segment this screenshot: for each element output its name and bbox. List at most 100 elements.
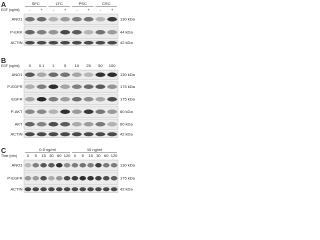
lane-label: - <box>53 7 55 12</box>
band <box>107 132 118 137</box>
lane-label: 0 <box>74 153 77 158</box>
band <box>71 132 82 137</box>
row-label: ACTIN <box>11 40 23 45</box>
marker-label: 42 kDa <box>120 40 133 45</box>
band <box>36 132 47 137</box>
row-label: ACTIN <box>11 186 23 191</box>
marker-label: 175 kDa <box>120 96 136 101</box>
band <box>36 72 47 77</box>
band <box>110 176 118 181</box>
band <box>24 17 35 22</box>
lane-label: + <box>111 7 114 12</box>
marker-label: 60 kDa <box>120 109 133 114</box>
band <box>71 41 82 45</box>
blot <box>23 159 119 171</box>
row-label: P-AKT <box>11 109 23 114</box>
marker-label: 130 kDa <box>120 72 136 77</box>
band <box>48 41 59 45</box>
blot <box>23 39 119 46</box>
band <box>71 176 79 181</box>
lane-label: 50 <box>98 63 103 68</box>
lane-label: + <box>87 7 90 12</box>
band <box>40 176 47 181</box>
band <box>107 30 118 35</box>
band <box>83 41 94 45</box>
band <box>79 176 87 181</box>
lane-label: + <box>40 7 43 12</box>
group-label: SFC <box>32 1 40 6</box>
group-label: LTC <box>56 1 63 6</box>
band <box>79 163 87 168</box>
band <box>60 132 71 137</box>
band <box>48 84 59 89</box>
band <box>95 41 106 45</box>
band <box>83 17 94 22</box>
row-label: ANO1 <box>12 16 24 21</box>
band <box>24 41 35 45</box>
row-label: P-EGFR <box>7 175 22 180</box>
blot <box>23 105 119 118</box>
band <box>71 84 82 89</box>
lane-label: 30 <box>96 153 101 158</box>
blot <box>23 130 119 138</box>
blot <box>23 80 119 93</box>
band <box>48 109 59 114</box>
band <box>110 187 118 192</box>
band <box>24 122 35 127</box>
lane-label: 15 <box>88 153 93 158</box>
band <box>107 41 118 45</box>
band <box>83 109 94 114</box>
lane-title: EGF (ng/ml) <box>1 8 19 12</box>
band <box>95 97 106 102</box>
band <box>107 72 118 77</box>
lane-label: 60 <box>104 153 109 158</box>
marker-label: 130 kDa <box>120 16 136 21</box>
lane-label: 15 <box>41 153 46 158</box>
band <box>24 109 35 114</box>
lane-label: 0 <box>27 153 30 158</box>
blot <box>23 171 119 185</box>
band <box>95 17 106 22</box>
lane-label: 5 <box>82 153 85 158</box>
band <box>63 187 71 192</box>
band <box>55 176 63 181</box>
band <box>71 72 82 77</box>
marker-label: 130 kDa <box>120 162 136 167</box>
band <box>63 163 71 168</box>
band <box>48 30 59 35</box>
band <box>60 122 71 127</box>
band <box>71 122 82 127</box>
band <box>79 187 87 192</box>
row-label: AKT <box>15 121 23 126</box>
band <box>95 132 106 137</box>
row-label: EGFR <box>11 96 22 101</box>
band <box>107 122 118 127</box>
lane-label: - <box>100 7 102 12</box>
group-label: 10 ng/ml <box>87 147 102 152</box>
lane-label: + <box>64 7 67 12</box>
band <box>83 84 94 89</box>
band <box>36 84 47 89</box>
marker-label: 44 kDa <box>120 29 133 34</box>
band <box>95 30 106 35</box>
band <box>24 187 32 192</box>
blot <box>23 93 119 105</box>
band <box>95 72 106 77</box>
group-label: CSC <box>102 1 111 6</box>
band <box>87 176 94 181</box>
band <box>83 30 94 35</box>
blot <box>23 69 119 80</box>
row-label: P-EGFR <box>7 84 22 89</box>
band <box>36 41 47 45</box>
band <box>48 132 59 137</box>
row-label: ANO1 <box>12 162 24 167</box>
figure: A SFC LTC PSC CSC EGF (ng/ml) - + - + - + - + ANO1 130 … <box>1 1 136 193</box>
lane-label: 25 <box>86 63 91 68</box>
band <box>60 17 71 22</box>
band <box>48 122 59 127</box>
band <box>102 187 110 192</box>
band <box>95 163 102 168</box>
blot <box>23 25 119 39</box>
band <box>87 187 94 192</box>
marker-label: 42 kDa <box>120 186 133 191</box>
